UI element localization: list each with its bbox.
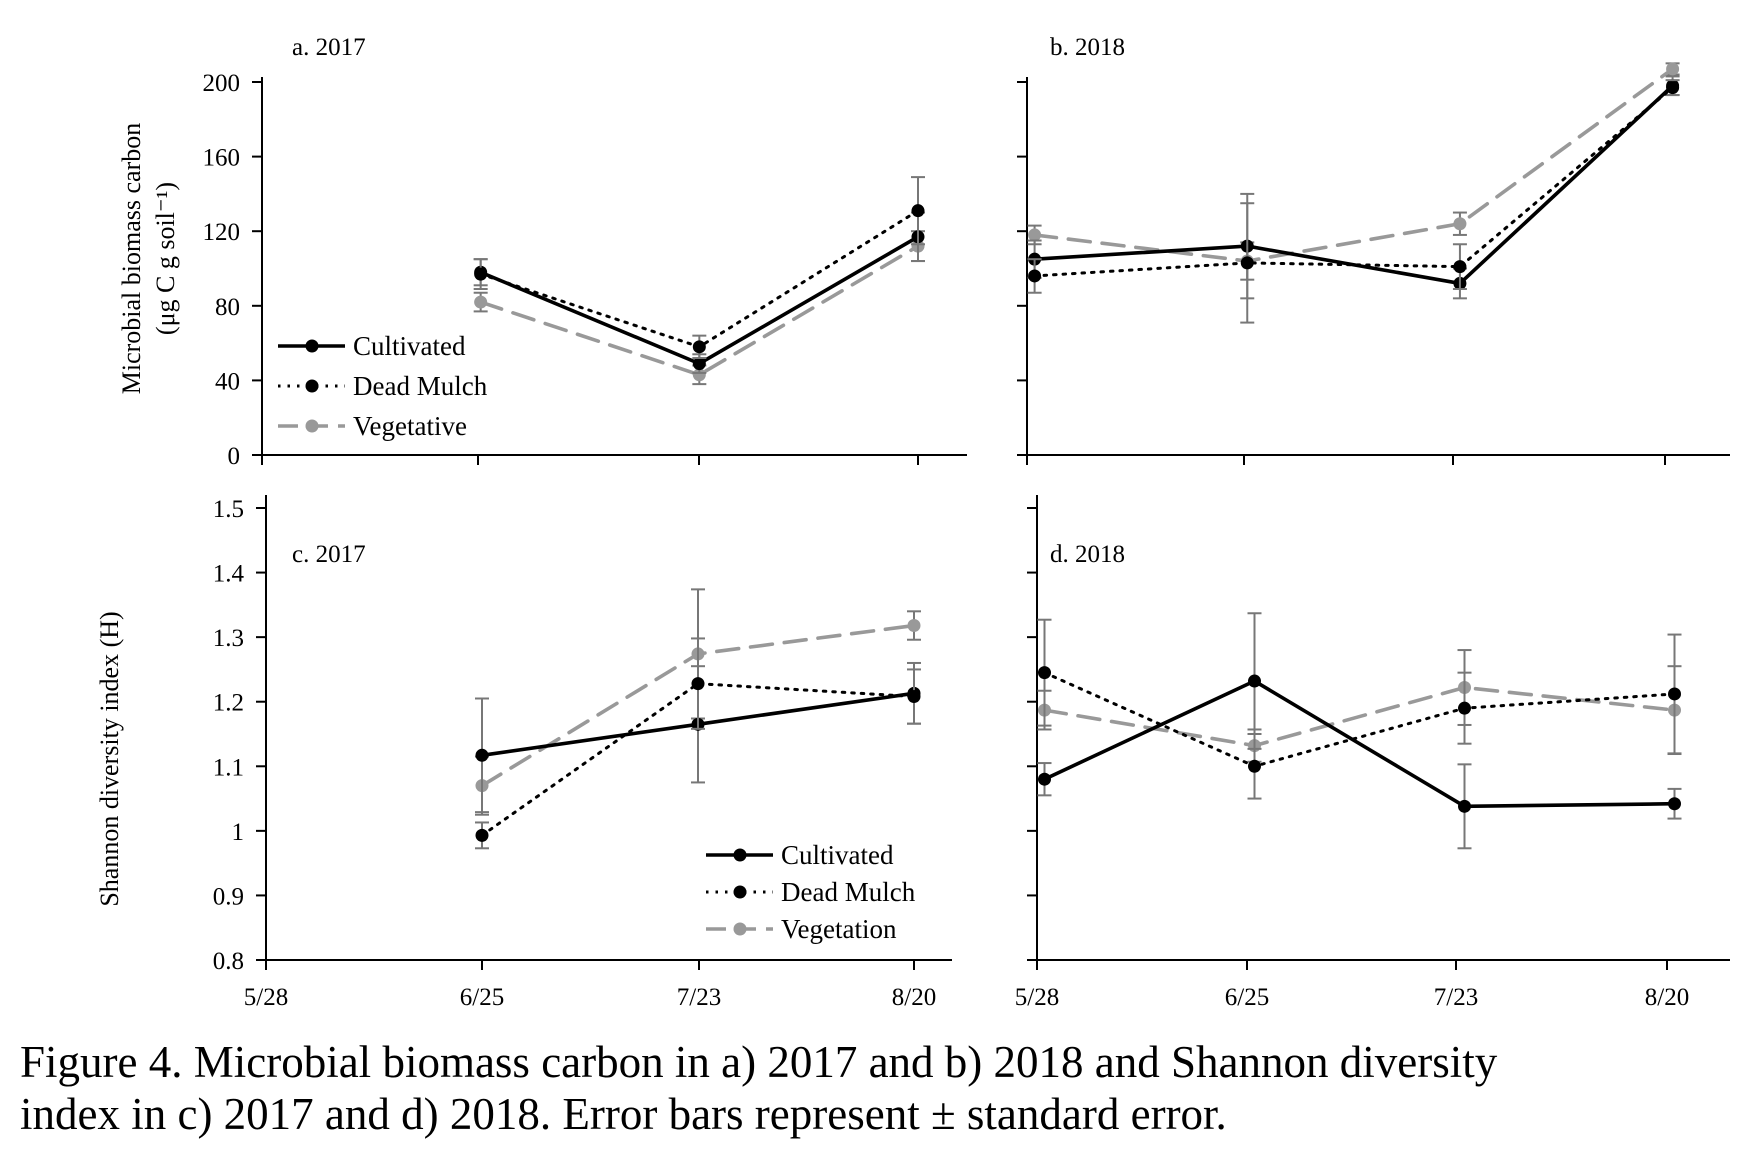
x-tick-label: 5/28 bbox=[244, 984, 288, 1011]
series-line bbox=[1042, 685, 1677, 748]
series-line bbox=[479, 209, 920, 349]
legend-marker bbox=[733, 848, 747, 862]
x-tick-label: 8/20 bbox=[1645, 984, 1689, 1011]
data-point bbox=[474, 295, 488, 309]
series-line bbox=[480, 682, 916, 837]
panel-label: c. 2017 bbox=[292, 541, 366, 568]
legend-entry-vegetation: Vegetation bbox=[706, 914, 897, 944]
figure-caption: Figure 4. Microbial biomass carbon in a)… bbox=[20, 1036, 1730, 1140]
series-line bbox=[1043, 671, 1676, 768]
series-dead-mulch bbox=[1037, 618, 1682, 800]
data-point bbox=[1038, 772, 1051, 786]
y-tick-label: 80 bbox=[215, 294, 240, 321]
legend: Cultivated Dead Mulch Vegetation bbox=[706, 840, 916, 944]
data-point bbox=[1028, 228, 1042, 242]
legend-label: Cultivated bbox=[353, 331, 466, 361]
series-line bbox=[1032, 67, 1675, 263]
panel-a-2017: 0 40 80 120 160 200 a. 2017 Microbial biomass c… bbox=[117, 34, 967, 470]
data-point bbox=[1458, 701, 1471, 715]
legend-label: Vegetation bbox=[781, 914, 897, 944]
legend-label: Dead Mulch bbox=[781, 877, 916, 907]
series-line bbox=[1032, 83, 1675, 286]
panel-label: d. 2018 bbox=[1050, 541, 1125, 568]
series-dead-mulch bbox=[1027, 79, 1680, 324]
data-point bbox=[1028, 269, 1042, 283]
data-point bbox=[1666, 62, 1680, 76]
x-tick-label: 7/23 bbox=[677, 984, 721, 1011]
series-cultivated bbox=[1037, 612, 1682, 850]
x-tick-label: 8/20 bbox=[892, 984, 936, 1011]
data-point bbox=[1666, 81, 1680, 95]
data-point bbox=[691, 677, 705, 691]
data-point bbox=[1458, 799, 1471, 813]
legend-entry-vegetative: Vegetative bbox=[278, 411, 467, 441]
data-point bbox=[1240, 256, 1254, 270]
legend-label: Dead Mulch bbox=[353, 371, 488, 401]
data-point bbox=[907, 690, 921, 704]
legend-marker bbox=[305, 379, 319, 393]
y-tick-label: 0 bbox=[228, 443, 241, 470]
data-point bbox=[1453, 217, 1467, 231]
data-point bbox=[692, 357, 706, 371]
y-axis-label-units: (μg C g soil⁻¹) bbox=[151, 182, 180, 335]
y-tick-label: 1.1 bbox=[213, 754, 244, 781]
x-tick-label: 6/25 bbox=[1225, 984, 1269, 1011]
data-point bbox=[1668, 687, 1681, 701]
data-point bbox=[474, 267, 488, 281]
caption-line-2: index in c) 2017 and d) 2018. Error bars… bbox=[20, 1089, 1227, 1139]
series-line bbox=[1033, 86, 1675, 278]
y-tick-label: 200 bbox=[203, 70, 241, 97]
y-tick-label: 160 bbox=[203, 145, 241, 172]
data-point bbox=[907, 619, 921, 633]
panel-label: b. 2018 bbox=[1050, 34, 1125, 61]
y-tick-label: 1.4 bbox=[213, 561, 245, 588]
legend-label: Vegetative bbox=[353, 411, 467, 441]
x-tick-label: 7/23 bbox=[1434, 984, 1478, 1011]
y-tick-label: 1 bbox=[232, 819, 245, 846]
panel-label: a. 2017 bbox=[292, 34, 366, 61]
legend-label: Cultivated bbox=[781, 840, 894, 870]
series-line bbox=[1042, 679, 1677, 809]
data-point bbox=[692, 368, 706, 382]
y-tick-label: 40 bbox=[215, 368, 240, 395]
caption-line-1: Figure 4. Microbial biomass carbon in a)… bbox=[20, 1037, 1498, 1087]
data-point bbox=[475, 748, 489, 762]
legend-entry-cultivated: Cultivated bbox=[706, 840, 894, 870]
panel-c-2017: 0.8 0.9 1 1.1 1.2 1.3 1.4 1.5 5/28 6/25 7/23 8/20 c.… bbox=[95, 495, 952, 1011]
series-cultivated bbox=[1027, 75, 1680, 300]
panel-d-2018: 5/28 6/25 7/23 8/20 d. 2018 bbox=[1015, 495, 1730, 1011]
data-point bbox=[1248, 759, 1261, 773]
legend-marker bbox=[733, 885, 747, 899]
y-tick-label: 1.2 bbox=[213, 690, 244, 717]
data-point bbox=[1038, 666, 1051, 680]
legend-entry-cultivated: Cultivated bbox=[278, 331, 466, 361]
data-point bbox=[475, 828, 489, 842]
legend-marker bbox=[305, 339, 319, 353]
y-axis-label: Microbial biomass carbon bbox=[117, 123, 146, 395]
data-point bbox=[1668, 797, 1681, 811]
y-axis-label: Shannon diversity index (H) bbox=[95, 611, 124, 906]
y-tick-label: 120 bbox=[203, 219, 241, 246]
data-point bbox=[1248, 674, 1261, 688]
legend-marker bbox=[733, 922, 747, 936]
x-tick-label: 6/25 bbox=[460, 984, 504, 1011]
y-tick-label: 0.9 bbox=[213, 883, 244, 910]
y-tick-label: 1.3 bbox=[213, 625, 244, 652]
series-dead-mulch bbox=[475, 637, 921, 850]
data-point bbox=[692, 340, 706, 354]
data-point bbox=[1453, 260, 1467, 274]
panel-b-2018: b. 2018 bbox=[1017, 34, 1730, 465]
legend-marker bbox=[305, 419, 319, 433]
y-tick-label: 0.8 bbox=[213, 948, 244, 975]
series-vegetative bbox=[473, 230, 925, 386]
data-point bbox=[911, 204, 925, 218]
series-line bbox=[478, 244, 920, 377]
x-tick-label: 5/28 bbox=[1015, 984, 1059, 1011]
legend: Cultivated Dead Mulch Vegetative bbox=[278, 331, 488, 441]
series-dead-mulch bbox=[473, 176, 925, 360]
legend-entry-dead-mulch: Dead Mulch bbox=[706, 877, 916, 907]
y-tick-label: 1.5 bbox=[213, 496, 244, 523]
legend-entry-dead-mulch: Dead Mulch bbox=[278, 371, 488, 401]
